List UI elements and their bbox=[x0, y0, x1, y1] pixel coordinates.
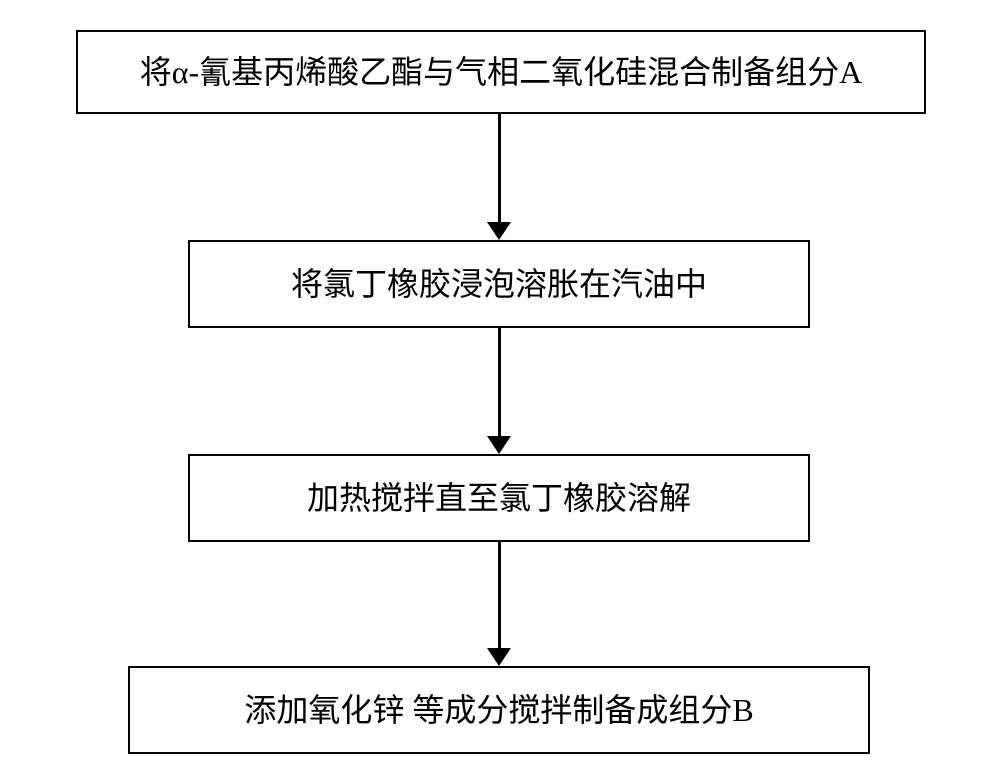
flow-node-n1: 将α-氰基丙烯酸乙酯与气相二氧化硅混合制备组分A bbox=[76, 30, 926, 114]
flow-node-label: 加热搅拌直至氯丁橡胶溶解 bbox=[307, 479, 691, 517]
flow-node-n2: 将氯丁橡胶浸泡溶胀在汽油中 bbox=[188, 240, 810, 328]
flowchart-canvas: 将α-氰基丙烯酸乙酯与气相二氧化硅混合制备组分A 将氯丁橡胶浸泡溶胀在汽油中加热搅… bbox=[0, 0, 1000, 776]
arrow-head-icon bbox=[487, 436, 511, 454]
arrow-line bbox=[498, 328, 501, 436]
arrow-head-icon bbox=[487, 222, 511, 240]
flow-node-label: 将α-氰基丙烯酸乙酯与气相二氧化硅混合制备组分A bbox=[140, 53, 863, 91]
flow-node-n3: 加热搅拌直至氯丁橡胶溶解 bbox=[188, 454, 810, 542]
flow-node-label: 将氯丁橡胶浸泡溶胀在汽油中 bbox=[291, 265, 707, 303]
arrow-head-icon bbox=[487, 648, 511, 666]
flow-node-label: 添加氧化锌 等成分搅拌制备成组分B bbox=[244, 691, 753, 729]
flow-node-n4: 添加氧化锌 等成分搅拌制备成组分B bbox=[128, 666, 870, 754]
arrow-line bbox=[498, 114, 501, 222]
arrow-line bbox=[498, 542, 501, 648]
